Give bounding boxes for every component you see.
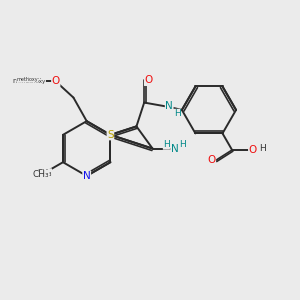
Text: H: H: [260, 144, 266, 153]
Text: O: O: [145, 76, 153, 85]
Text: N: N: [171, 143, 178, 154]
Text: H: H: [179, 140, 186, 149]
Text: CH₃: CH₃: [36, 169, 52, 178]
Text: methoxy: methoxy: [22, 79, 46, 84]
Text: O: O: [249, 145, 257, 155]
Text: CH₃: CH₃: [33, 170, 49, 179]
Text: methoxy: methoxy: [13, 78, 43, 84]
Text: O: O: [52, 76, 60, 86]
Text: H: H: [163, 140, 170, 149]
Text: S: S: [107, 130, 114, 140]
Text: O: O: [207, 155, 216, 165]
Text: N: N: [165, 101, 173, 111]
Text: H: H: [174, 109, 181, 118]
Text: N: N: [83, 171, 91, 181]
Text: methoxy: methoxy: [16, 77, 38, 83]
Text: methoxy: methoxy: [17, 77, 41, 83]
